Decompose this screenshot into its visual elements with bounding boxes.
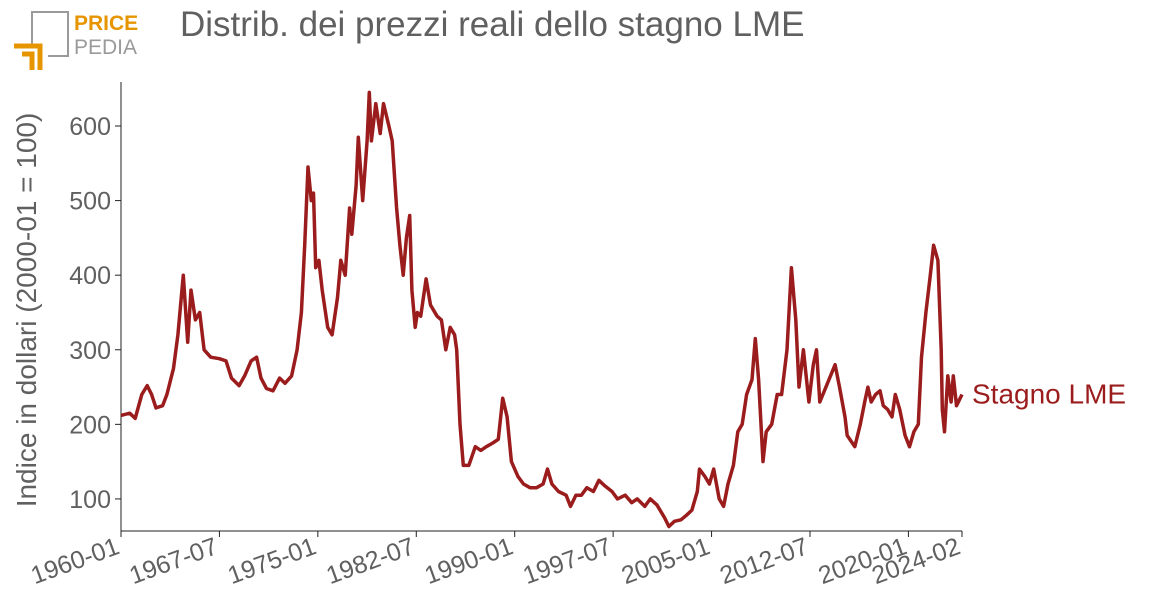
x-tick-label: 1967-07: [126, 532, 222, 590]
line: [120, 90, 964, 529]
logo-bottom: PEDIA: [74, 36, 137, 59]
x-tick-label: 1982-07: [323, 532, 419, 590]
x-tick-label: 1960-01: [27, 532, 123, 590]
series-label: Stagno LME: [972, 379, 1126, 410]
x-tick-label: 1975-01: [224, 532, 320, 590]
logo-top: PRICE: [74, 12, 138, 35]
chart-title: Distrib. dei prezzi reali dello stagno L…: [180, 5, 804, 44]
y-axis-label: Indice in dollari (2000-01 = 100): [11, 113, 42, 508]
logo-mark: [14, 43, 43, 70]
logo-frame: [31, 11, 69, 57]
y-tick-label: 100: [69, 486, 111, 514]
x-tick-label: 2005-01: [618, 532, 714, 590]
y-tick-label: 200: [69, 411, 111, 439]
y-tick-label: 300: [69, 337, 111, 365]
x-tick-label: 2012-07: [716, 532, 812, 590]
y-tick-label: 400: [69, 262, 111, 290]
y-tick-label: 500: [69, 188, 111, 216]
logo: PRICE PEDIA: [14, 11, 138, 70]
y-tick-label: 600: [69, 113, 111, 141]
x-tick-label: 1997-07: [519, 532, 615, 590]
x-tick-label: 1990-01: [421, 532, 517, 590]
